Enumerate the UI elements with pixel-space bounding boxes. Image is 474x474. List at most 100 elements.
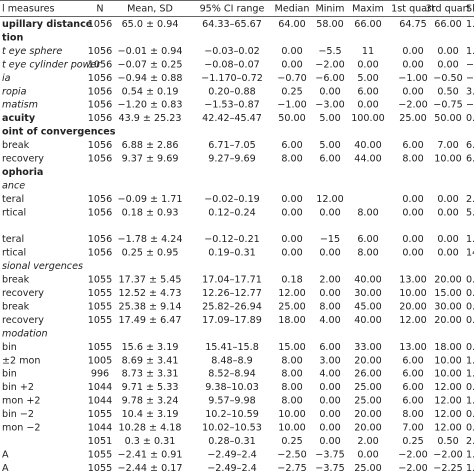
cell: 5.00 [357, 73, 378, 84]
cell: −2.25 [433, 463, 462, 474]
cell: 1056 [88, 100, 112, 111]
cell: 10.00 [434, 355, 461, 366]
cell: 3. [466, 86, 474, 97]
cell: 25.00 [354, 396, 381, 407]
cell: 12.00 [434, 382, 461, 393]
cell: 8.00 [281, 382, 302, 393]
cell: −5.5 [318, 46, 341, 57]
row-label: ance [2, 180, 25, 191]
row-label: teral [2, 194, 24, 205]
cell: 0.00 [437, 59, 458, 70]
cell: 1051 [88, 436, 112, 447]
cell: 0.50 [437, 436, 458, 447]
cell: 12.00 [316, 194, 343, 205]
cell: 6.00 [402, 140, 423, 151]
cell: 2. [466, 436, 474, 447]
cell: 0.25 [281, 86, 302, 97]
cell: −0.70 [277, 73, 306, 84]
cell: 8.00 [402, 409, 423, 420]
cell: 45.00 [354, 301, 381, 312]
column-header: l measures [2, 4, 55, 15]
cell: 0.19–0.31 [208, 248, 256, 259]
cell: 43.9 ± 25.23 [119, 113, 182, 124]
cell: 15.00 [434, 288, 461, 299]
cell: −15 [320, 234, 340, 245]
cell: 8.00 [281, 369, 302, 380]
cell: 0.18 ± 0.93 [122, 207, 179, 218]
cell: 0.00 [402, 234, 423, 245]
cell: 6.00 [357, 234, 378, 245]
cell: 0.50 [437, 86, 458, 97]
cell: 6.00 [357, 86, 378, 97]
cell: −0.01 ± 0.94 [118, 46, 183, 57]
cell: 1. [466, 396, 474, 407]
cell: 25.00 [354, 463, 381, 474]
column-header: Maxim [352, 4, 384, 15]
column-header: Mean, SD [127, 4, 173, 15]
cell: 0.00 [281, 234, 302, 245]
cell: 1056 [88, 46, 112, 57]
cell: 6.00 [319, 342, 340, 353]
cell: 10.28 ± 4.18 [119, 423, 182, 434]
cell: 1056 [88, 140, 112, 151]
cell: 1055 [88, 449, 112, 460]
cell: 40.00 [354, 275, 381, 286]
cell: 0. [466, 301, 474, 312]
row-label: ia [2, 73, 11, 84]
column-header: Skew [466, 4, 474, 15]
column-header: Median [275, 4, 310, 15]
cell: 0. [466, 382, 474, 393]
cell: 6.00 [402, 369, 423, 380]
cell: −2.49–2.4 [207, 449, 256, 460]
cell: 9.37 ± 9.69 [122, 154, 179, 165]
cell: 1. [466, 234, 474, 245]
cell: 66.00 [434, 19, 461, 30]
cell: −1.00 [277, 100, 306, 111]
cell: 30.00 [354, 288, 381, 299]
cell: 10.00 [399, 288, 426, 299]
cell: 100.00 [351, 113, 385, 124]
row-label: mon +2 [2, 396, 41, 407]
cell: 0.00 [402, 194, 423, 205]
cell: 0.00 [281, 59, 302, 70]
cell: 1056 [88, 207, 112, 218]
cell: 6.88 ± 2.86 [122, 140, 179, 151]
cell: 6.00 [402, 382, 423, 393]
cell: 64.33–65.67 [202, 19, 262, 30]
cell: 8.00 [357, 207, 378, 218]
cell: 0.00 [437, 234, 458, 245]
cell: 40.00 [354, 315, 381, 326]
cell: 0. [466, 275, 474, 286]
cell: 4.00 [319, 369, 340, 380]
cell: 1056 [88, 59, 112, 70]
cell: −2.00 [398, 463, 427, 474]
cell: −2.41 ± 0.91 [118, 449, 183, 460]
cell: 0.00 [319, 382, 340, 393]
cell: 0. [466, 288, 474, 299]
cell: 0.00 [402, 248, 423, 259]
column-header: N [96, 4, 103, 15]
cell: 6. [466, 154, 474, 165]
cell: 9.38–10.03 [205, 382, 259, 393]
cell: −1.20 ± 0.83 [118, 100, 183, 111]
cell: −2.00 [315, 59, 344, 70]
cell: 6.00 [402, 396, 423, 407]
cell: 20.00 [434, 315, 461, 326]
cell: −2.00 [433, 449, 462, 460]
cell: 1. [466, 449, 474, 460]
cell: 3.00 [319, 355, 340, 366]
cell: 17.04–17.71 [202, 275, 262, 286]
cell: 0.00 [402, 46, 423, 57]
cell: 50.00 [434, 113, 461, 124]
row-label: teral [2, 234, 24, 245]
cell: 0.00 [319, 409, 340, 420]
cell: 1044 [88, 423, 112, 434]
cell: 1056 [88, 248, 112, 259]
cell: −0. [466, 100, 474, 111]
cell: 1. [466, 46, 474, 57]
cell: 13.00 [399, 342, 426, 353]
cell: 0.00 [437, 194, 458, 205]
cell: −2.49–2.4 [207, 463, 256, 474]
row-label: tion [2, 32, 23, 43]
